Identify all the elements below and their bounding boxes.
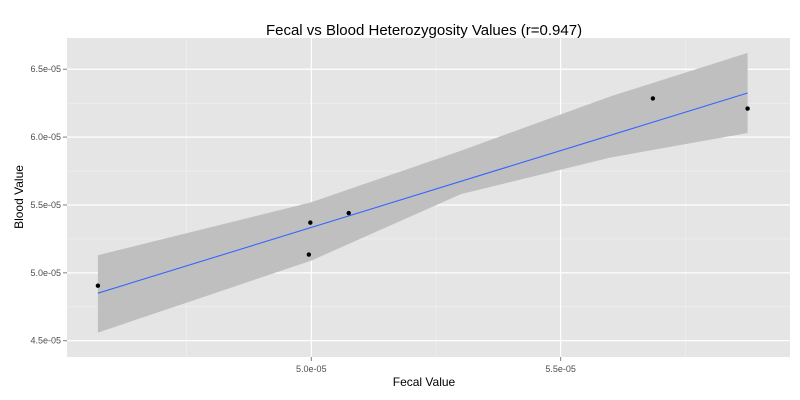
fit-line (97, 92, 748, 294)
y-tick-label: 6.5e-05 (30, 64, 61, 74)
y-tick-label: 5.5e-05 (30, 200, 61, 210)
x-tick-label: 5.5e-05 (545, 364, 576, 374)
data-point (650, 96, 656, 101)
x-axis-title: Fecal Value (393, 375, 456, 389)
data-point (308, 220, 313, 225)
data-points (95, 96, 750, 288)
data-point (745, 106, 750, 111)
data-point (306, 252, 312, 257)
y-tick-label: 6.0e-05 (30, 132, 61, 142)
x-axis-ticks: 5.0e-05 5.5e-05 (296, 357, 576, 374)
data-point (346, 210, 351, 216)
data-point (95, 283, 101, 288)
y-tick-label: 5.0e-05 (30, 268, 61, 278)
y-tick-label: 4.5e-05 (30, 336, 61, 346)
chart-title: Fecal vs Blood Heterozygosity Values (r=… (266, 22, 582, 39)
y-axis-ticks: 4.5e-05 5.0e-05 5.5e-05 6.0e-05 6.5e-05 (30, 64, 67, 346)
y-axis-title: Blood Value (12, 165, 26, 229)
x-tick-label: 5.0e-05 (296, 364, 327, 374)
